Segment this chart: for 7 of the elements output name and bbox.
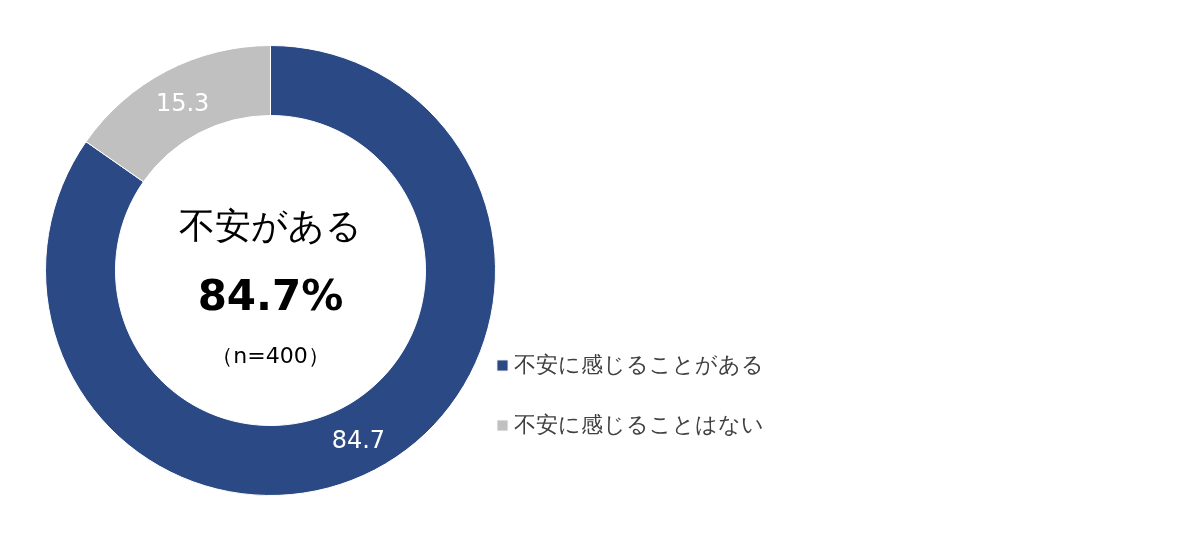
data-label: 84.7 <box>331 425 386 454</box>
text: 84.7% <box>197 271 344 320</box>
data-label: 15.3 <box>155 89 210 118</box>
legend-label: 不安に感じることはない <box>514 411 764 439</box>
text: 不安がある <box>179 205 362 246</box>
legend-label: 不安に感じることがある <box>514 351 764 379</box>
text: （n=400） <box>211 343 330 368</box>
